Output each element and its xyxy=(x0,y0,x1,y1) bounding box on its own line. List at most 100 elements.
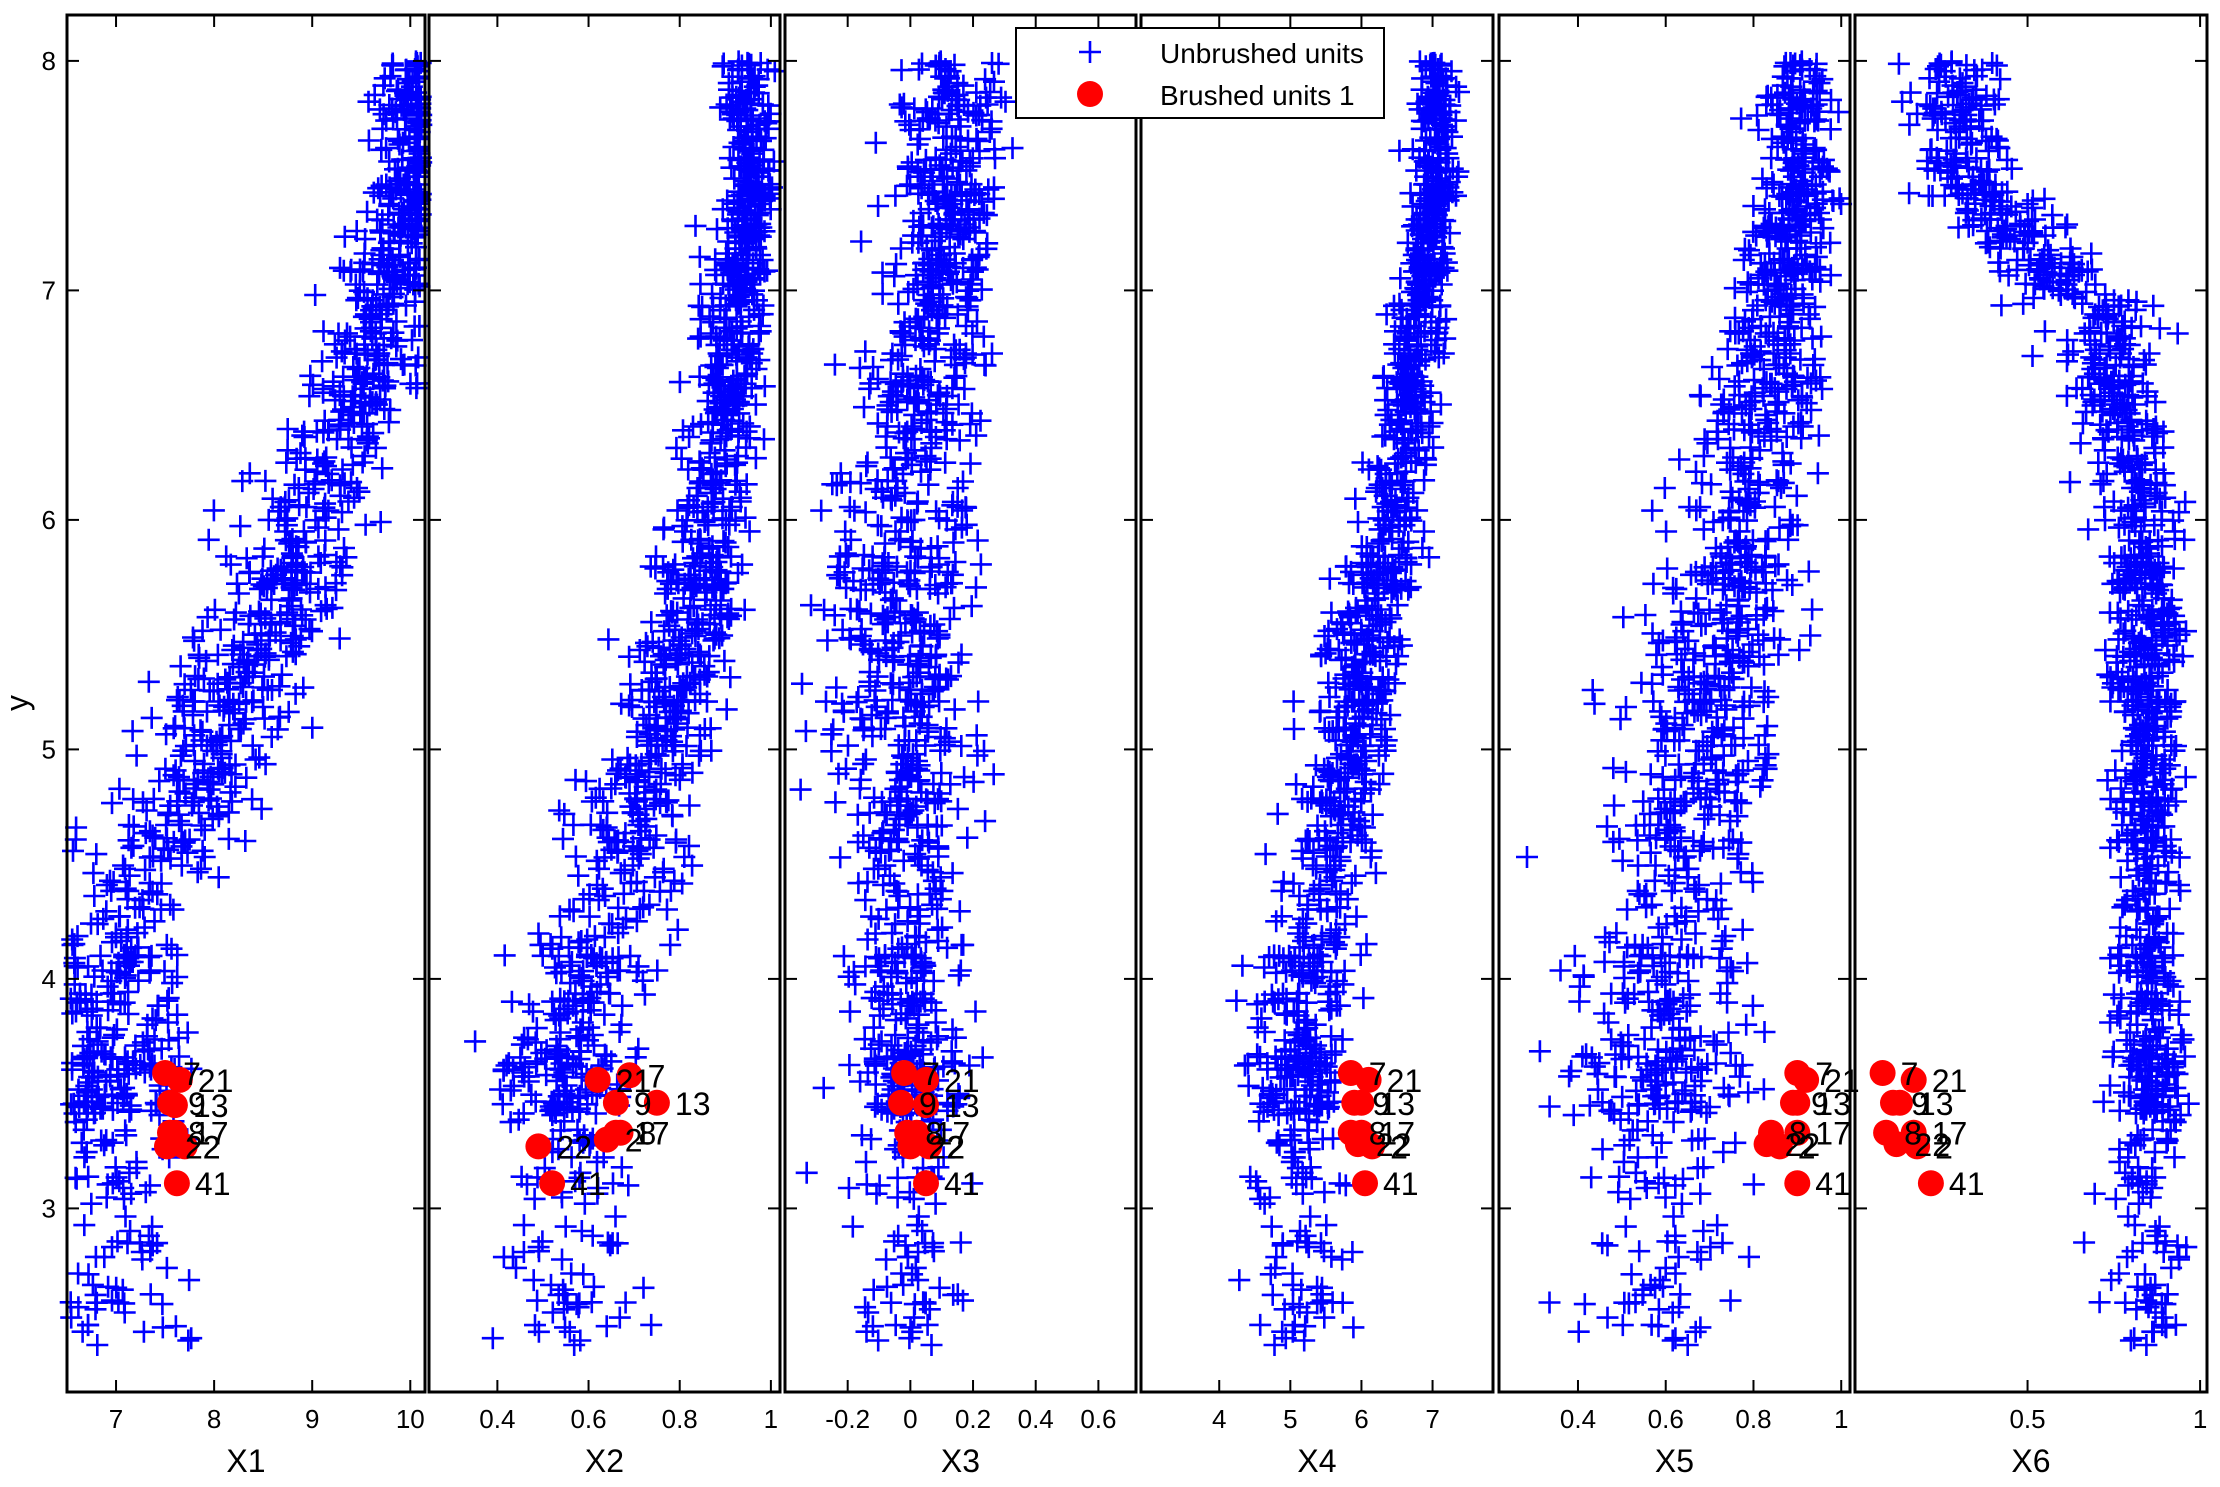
unbrushed-point xyxy=(276,439,299,462)
unbrushed-point xyxy=(102,1026,124,1049)
unbrushed-point xyxy=(352,377,375,400)
unbrushed-point xyxy=(1283,718,1305,740)
unbrushed-point xyxy=(1399,576,1422,599)
unbrushed-point xyxy=(1254,843,1277,866)
unbrushed-point xyxy=(83,885,106,907)
unbrushed-point xyxy=(899,1316,922,1339)
unbrushed-point xyxy=(333,537,355,559)
unbrushed-point xyxy=(369,511,392,533)
unbrushed-point xyxy=(1603,794,1626,817)
unbrushed-point xyxy=(377,411,400,434)
unbrushed-point xyxy=(841,1215,864,1238)
unbrushed-point xyxy=(354,228,377,251)
panel-frame xyxy=(65,13,427,1394)
unbrushed-point xyxy=(232,676,254,698)
unbrushed-point xyxy=(582,1275,605,1298)
unbrushed-point xyxy=(1280,1129,1303,1152)
unbrushed-point xyxy=(198,679,221,702)
unbrushed-point xyxy=(1311,1289,1334,1312)
unbrushed-point xyxy=(227,582,250,605)
unbrushed-point xyxy=(206,643,229,666)
unbrushed-point xyxy=(370,303,393,326)
unbrushed-point xyxy=(229,718,252,741)
unbrushed-point xyxy=(795,1161,818,1184)
unbrushed-point xyxy=(191,720,214,743)
unbrushed-point xyxy=(1308,700,1331,723)
unbrushed-point xyxy=(127,969,150,992)
unbrushed-point xyxy=(1593,950,1616,973)
unbrushed-point xyxy=(120,836,143,859)
unbrushed-point xyxy=(382,292,405,315)
unbrushed-point xyxy=(190,814,213,837)
unbrushed-point xyxy=(341,453,364,476)
unbrushed-point xyxy=(168,810,191,833)
x-tick-label: 9 xyxy=(305,1404,319,1434)
unbrushed-point xyxy=(86,1065,109,1088)
unbrushed-point xyxy=(1573,1293,1596,1316)
x-axis-label-x4: X4 xyxy=(1297,1443,1336,1479)
unbrushed-point xyxy=(824,791,847,814)
unbrushed-point xyxy=(84,1283,107,1306)
unbrushed-point xyxy=(715,698,738,721)
unbrushed-point xyxy=(381,54,404,77)
unbrushed-point xyxy=(890,59,913,82)
unbrushed-point xyxy=(337,428,360,451)
unbrushed-point xyxy=(588,777,611,800)
unbrushed-point xyxy=(218,714,241,737)
unbrushed-point xyxy=(241,734,264,757)
unbrushed-point xyxy=(558,1320,581,1343)
unbrushed-point xyxy=(1237,1074,1260,1097)
unbrushed-point xyxy=(837,734,859,757)
unbrushed-point xyxy=(1344,487,1367,510)
unbrushed-point xyxy=(142,787,165,810)
unbrushed-point xyxy=(287,477,310,499)
unbrushed-point xyxy=(192,759,215,782)
unbrushed-point xyxy=(76,1000,99,1023)
unbrushed-point xyxy=(500,990,523,1013)
unbrushed-point xyxy=(654,762,677,784)
unbrushed-point xyxy=(191,619,214,642)
unbrushed-point xyxy=(356,287,379,310)
unbrushed-point xyxy=(633,983,656,1006)
unbrushed-point xyxy=(237,665,260,688)
unbrushed-point xyxy=(1249,1187,1272,1210)
unbrushed-point xyxy=(397,251,420,274)
unbrushed-point xyxy=(409,88,432,111)
unbrushed-point xyxy=(405,236,427,259)
unbrushed-point xyxy=(264,621,287,644)
unbrushed-point xyxy=(1608,827,1631,850)
unbrushed-point xyxy=(251,545,274,568)
unbrushed-point xyxy=(211,725,234,748)
unbrushed-point xyxy=(186,861,209,884)
unbrushed-point xyxy=(884,184,907,207)
unbrushed-point xyxy=(1620,1263,1643,1286)
unbrushed-points xyxy=(789,50,1024,1356)
unbrushed-point xyxy=(879,446,902,469)
unbrushed-point xyxy=(301,716,324,739)
unbrushed-point xyxy=(100,879,123,902)
unbrushed-point xyxy=(653,620,676,643)
unbrushed-point xyxy=(83,1102,105,1125)
unbrushed-point xyxy=(1788,639,1811,662)
unbrushed-point xyxy=(82,862,105,885)
unbrushed-point xyxy=(137,670,160,693)
unbrushed-point xyxy=(224,775,247,798)
unbrushed-point xyxy=(1228,1269,1251,1292)
unbrushed-point xyxy=(689,273,712,296)
unbrushed-point xyxy=(164,759,187,782)
unbrushed-point xyxy=(241,691,264,714)
unbrushed-point xyxy=(86,1334,109,1356)
unbrushed-point xyxy=(362,362,385,385)
unbrushed-point xyxy=(655,790,678,813)
unbrushed-point xyxy=(882,458,904,481)
unbrushed-point xyxy=(1567,1320,1590,1343)
unbrushed-point xyxy=(93,1246,116,1269)
unbrushed-point xyxy=(947,964,970,987)
unbrushed-point xyxy=(1580,1166,1603,1189)
unbrushed-point xyxy=(159,847,182,870)
unbrushed-point xyxy=(813,598,836,621)
unbrushed-point xyxy=(712,530,735,553)
x-tick-label: 5 xyxy=(1283,1404,1297,1434)
x-tick-label: 10 xyxy=(396,1404,425,1434)
